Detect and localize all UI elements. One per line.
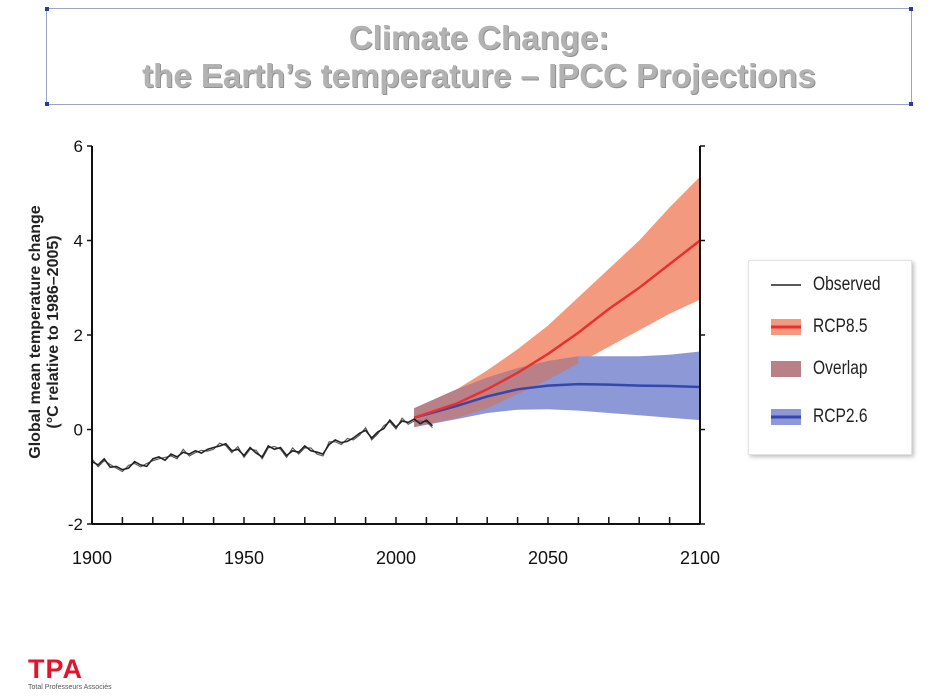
slide-title-box: Climate Change: the Earth’s temperature … [45,7,913,106]
y-tick-label: -2 [68,515,83,534]
y-tick-label: 0 [74,421,83,440]
uncertainty-bands [414,176,700,428]
y-tick-label: 2 [74,326,83,345]
y-axis-label-line2: (°C relative to 1986–2005) [45,235,62,428]
slide-title-line2: the Earth’s temperature – IPCC Projectio… [142,56,816,94]
rcp85-line [413,239,701,419]
x-tick-label: 2000 [376,548,416,568]
x-tick-label: 2100 [680,548,720,568]
title-box-corner-br [909,102,913,106]
legend-swatch-observed [771,284,801,286]
legend-swatch-rcp85 [771,319,801,335]
observed-line [91,418,434,471]
title-box-corner-bl [45,102,49,106]
x-tick-label: 1900 [72,548,112,568]
legend-label-observed: Observed [813,274,881,295]
legend-item-overlap: Overlap [749,355,909,383]
x-tick-label: 2050 [528,548,568,568]
y-tick-label: 6 [74,137,83,156]
tpa-logo: TPA Total Professeurs Associés [28,655,112,691]
legend-label-rcp26: RCP2.6 [813,406,868,427]
slide-title-line1: Climate Change: [348,18,610,56]
y-axis-label-line1: Global mean temperature change [27,205,44,459]
y-tick-label: 4 [74,232,83,251]
logo-mark: TPA [28,654,83,684]
title-box-corner-tr [909,7,913,11]
legend-label-overlap: Overlap [813,358,868,379]
series-lines [91,239,701,473]
rcp26-line [413,382,701,419]
legend-item-rcp26: RCP2.6 [749,403,909,431]
legend-label-rcp85: RCP8.5 [813,316,868,337]
legend-item-rcp85: RCP8.5 [749,313,909,341]
legend-swatch-rcp26 [771,409,801,425]
title-box-corner-tl [45,7,49,11]
legend-item-observed: Observed [749,271,909,299]
observed-line-secondary [91,417,433,473]
chart-legend: Observed RCP8.5 Overlap RCP2.6 [748,260,912,455]
overlap-band [414,356,579,428]
legend-swatch-overlap [771,361,801,377]
chart-axes: -2 0 2 4 6 1900 1950 2000 2050 2100 [68,137,720,568]
x-tick-label: 1950 [224,548,264,568]
logo-subtitle: Total Professeurs Associés [28,684,112,691]
